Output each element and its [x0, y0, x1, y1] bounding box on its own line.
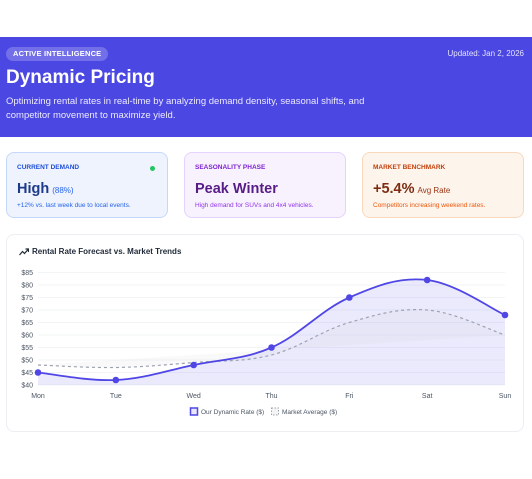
y-tick-label: $65 [21, 320, 33, 327]
legend-swatch-dynamic [191, 408, 198, 415]
forecast-chart-card: Rental Rate Forecast vs. Market Trends $… [6, 234, 524, 432]
dynamic-rate-point [502, 312, 509, 319]
card-value: Peak Winter [195, 181, 278, 197]
card-label: SEASONALITY PHASE [195, 164, 265, 171]
y-tick-label: $45 [21, 370, 33, 377]
card-value: High (88%) [17, 181, 74, 197]
current-demand-card: CURRENT DEMAND High (88%) +12% vs. last w… [6, 152, 168, 218]
y-tick-label: $80 [21, 283, 33, 290]
dynamic-rate-point [268, 344, 275, 351]
card-note: +12% vs. last week due to local events. [17, 202, 131, 209]
y-tick-label: $60 [21, 333, 33, 340]
legend-swatch-market [272, 408, 279, 415]
market-benchmark-card: MARKET BENCHMARK +5.4% Avg Rate Competito… [362, 152, 524, 218]
benchmark-change: +5.4% [373, 181, 415, 197]
x-tick-label: Wed [187, 393, 201, 400]
y-tick-label: $75 [21, 295, 33, 302]
page-title: Dynamic Pricing [6, 67, 155, 89]
line-chart: $85 $80 $75 $70 $65 $60 $55 $50 $45 $40 Mon Tue Wed T… [7, 235, 525, 433]
dynamic-rate-point [113, 377, 120, 384]
demand-percent: (88%) [52, 186, 73, 195]
x-tick-label: Tue [110, 393, 122, 400]
legend-label-market: Market Average ($) [282, 409, 337, 416]
dynamic-rate-point [346, 294, 353, 301]
benchmark-unit: Avg Rate [418, 186, 451, 195]
x-tick-label: Mon [31, 393, 45, 400]
x-tick-label: Sun [499, 393, 512, 400]
status-badge: ACTIVE INTELLIGENCE [6, 47, 108, 61]
legend-label-dynamic: Our Dynamic Rate ($) [201, 409, 264, 416]
card-note: Competitors increasing weekend rates. [373, 202, 485, 209]
y-tick-label: $40 [21, 383, 33, 390]
seasonality-card: SEASONALITY PHASE Peak Winter High deman… [184, 152, 346, 218]
y-tick-label: $50 [21, 358, 33, 365]
card-label: CURRENT DEMAND [17, 164, 79, 171]
dynamic-rate-point [35, 369, 42, 376]
updated-timestamp: Updated: Jan 2, 2026 [447, 49, 524, 58]
y-tick-label: $55 [21, 345, 33, 352]
x-tick-label: Fri [345, 393, 354, 400]
dynamic-rate-point [424, 277, 431, 284]
x-tick-label: Thu [265, 393, 277, 400]
demand-level: High [17, 181, 49, 197]
hero-banner: ACTIVE INTELLIGENCE Updated: Jan 2, 2026… [0, 37, 532, 137]
live-status-dot [150, 166, 155, 171]
page-description: Optimizing rental rates in real-time by … [6, 95, 406, 122]
dynamic-rate-point [190, 362, 197, 369]
card-label: MARKET BENCHMARK [373, 164, 445, 171]
card-note: High demand for SUVs and 4x4 vehicles. [195, 202, 314, 209]
x-tick-label: Sat [422, 393, 433, 400]
y-tick-label: $70 [21, 308, 33, 315]
y-tick-label: $85 [21, 270, 33, 277]
card-value: +5.4% Avg Rate [373, 181, 450, 197]
